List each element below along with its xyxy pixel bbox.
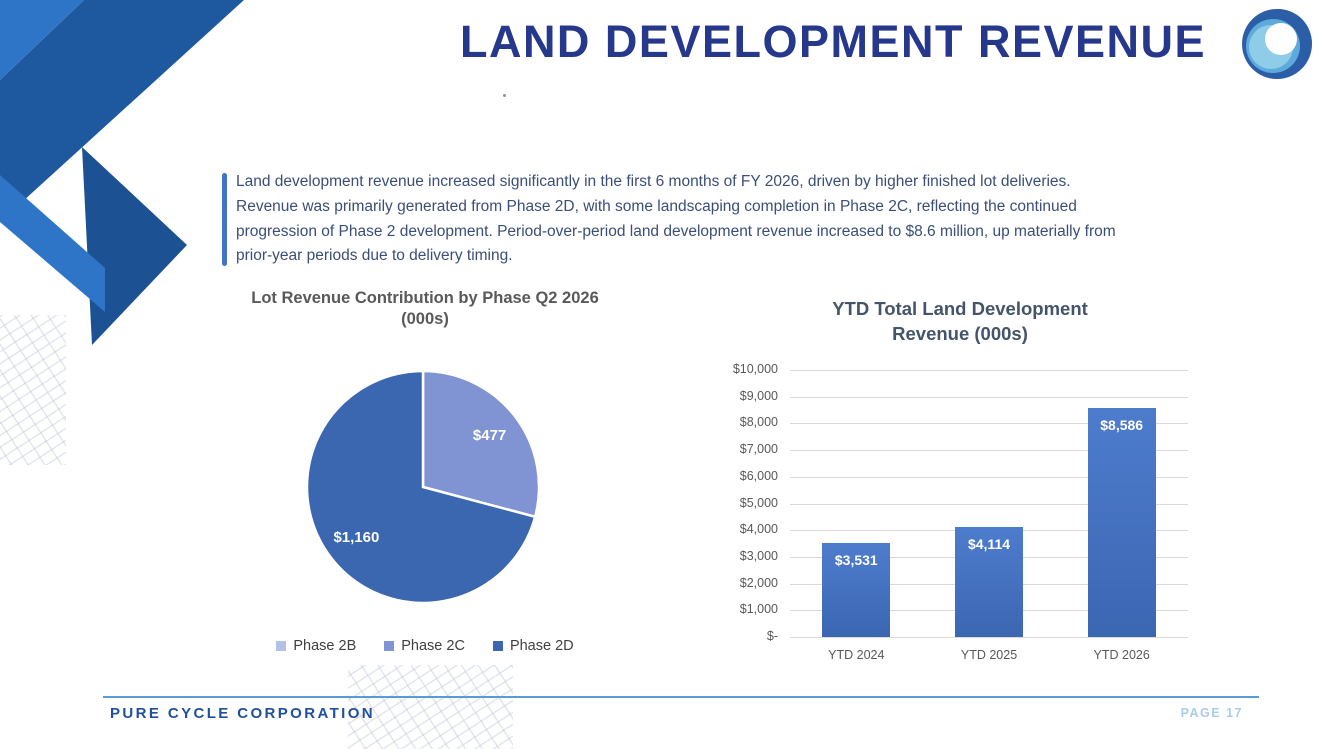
pie-data-label: $477 xyxy=(473,427,506,444)
bar-data-label: $8,586 xyxy=(1100,416,1144,433)
pie-chart: $477 $1,160 xyxy=(305,369,541,605)
callout-text-line: Land development revenue increased signi… xyxy=(236,173,1071,190)
callout-text-line: prior-year periods due to delivery timin… xyxy=(236,247,513,265)
footer-divider xyxy=(103,696,1259,698)
y-tick-label: $- xyxy=(766,629,778,643)
gridline xyxy=(790,423,1188,425)
x-tick-label: YTD 2026 xyxy=(1093,648,1150,662)
y-tick-label: $4,000 xyxy=(739,522,778,537)
bar-chart-title: YTD Total Land Development Revenue (000s… xyxy=(795,296,1125,346)
gridline xyxy=(790,396,1188,398)
y-tick-label: $9,000 xyxy=(739,388,778,403)
gridline xyxy=(790,450,1188,452)
y-tick-label: $3,000 xyxy=(739,548,778,563)
y-tick-label: $2,000 xyxy=(739,575,778,590)
bar-data-label: $3,531 xyxy=(834,551,878,568)
legend-label: Phase 2B xyxy=(293,638,357,654)
legend-label: Phase 2D xyxy=(509,638,574,654)
watermark-pattern-footer xyxy=(348,665,513,749)
bar-title-line2: Revenue (000s) xyxy=(892,323,1028,344)
bar: $4,114 xyxy=(955,527,1023,637)
x-tick-label: YTD 2025 xyxy=(960,648,1018,662)
callout-text-line: Revenue was primarily generated from Pha… xyxy=(236,197,1077,215)
y-tick-label: $7,000 xyxy=(739,442,778,457)
legend-label: Phase 2C xyxy=(401,638,465,654)
legend-swatch xyxy=(492,641,503,651)
legend-swatch xyxy=(384,641,395,651)
bar-chart-plot: $3,531 $4,114 $8,586 xyxy=(790,370,1188,638)
watermark-pattern-left xyxy=(0,315,66,465)
callout-text-line: progression of Phase 2 development. Peri… xyxy=(236,222,1116,240)
bar-data-label: $4,114 xyxy=(967,536,1011,553)
gridline xyxy=(790,476,1188,478)
footer-page-label: PAGE 17 xyxy=(1180,706,1243,720)
company-logo xyxy=(1239,6,1315,82)
pie-slice xyxy=(421,369,541,519)
slide-title: LAND DEVELOPMENT REVENUE xyxy=(459,16,1207,67)
y-tick-label: $5,000 xyxy=(739,495,778,510)
pie-legend: Phase 2B Phase 2C Phase 2D xyxy=(230,638,620,654)
pie-slice xyxy=(305,369,537,605)
swirl-logo-icon xyxy=(1242,9,1312,79)
footer-company-name: PURE CYCLE CORPORATION xyxy=(110,705,376,722)
callout-accent-bar xyxy=(222,173,227,267)
y-tick-label: $8,000 xyxy=(739,415,778,430)
legend-swatch xyxy=(276,641,287,651)
bar-title-line1: YTD Total Land Development xyxy=(832,298,1088,319)
legend-item: Phase 2D xyxy=(492,638,574,654)
pie-title-line1: Lot Revenue Contribution by Phase Q2 202… xyxy=(251,289,599,307)
pie-data-label: $1,160 xyxy=(333,529,379,546)
bar: $3,531 xyxy=(822,542,891,637)
summary-callout: Land development revenue increased signi… xyxy=(222,170,1236,269)
gridline xyxy=(790,503,1188,505)
gridline xyxy=(790,370,1188,371)
pie-chart-section: Lot Revenue Contribution by Phase Q2 202… xyxy=(230,288,620,673)
pie-chart-title: Lot Revenue Contribution by Phase Q2 202… xyxy=(230,288,620,330)
legend-item: Phase 2C xyxy=(384,638,465,654)
y-tick-label: $10,000 xyxy=(732,362,778,376)
pie-title-line2: (000s) xyxy=(401,310,449,328)
x-tick-label: YTD 2024 xyxy=(828,648,885,662)
gridline xyxy=(790,637,1188,638)
y-tick-label: $6,000 xyxy=(739,468,778,483)
y-tick-label: $1,000 xyxy=(739,602,778,617)
bar: $8,586 xyxy=(1087,407,1156,637)
bar-chart-section: YTD Total Land Development Revenue (000s… xyxy=(700,294,1210,679)
legend-item: Phase 2B xyxy=(276,638,356,654)
stray-dot xyxy=(503,94,506,97)
